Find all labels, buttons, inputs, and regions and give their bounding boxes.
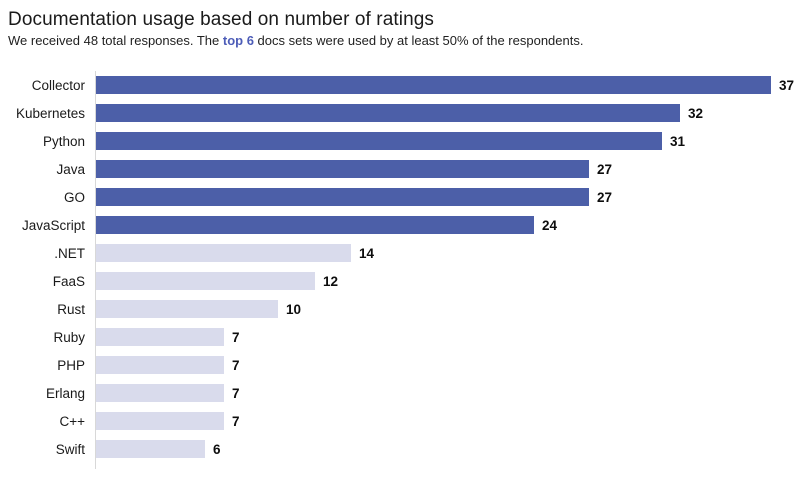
- category-label: Java: [56, 161, 85, 177]
- category-label: JavaScript: [21, 217, 85, 233]
- bar-row: Python 31: [0, 127, 803, 155]
- bar-row: Java 27: [0, 155, 803, 183]
- value-label: 7: [232, 357, 240, 373]
- bar-area: 31: [95, 127, 803, 155]
- category-label: C++: [59, 413, 85, 429]
- bar: [96, 328, 224, 346]
- bar: [96, 160, 589, 178]
- bar-area: 24: [95, 211, 803, 239]
- subtitle-prefix: We received 48 total responses. The: [8, 33, 223, 48]
- bar: [96, 132, 662, 150]
- chart-subtitle: We received 48 total responses. The top …: [8, 32, 803, 49]
- bar-row: C++ 7: [0, 407, 803, 435]
- category-label: Ruby: [53, 329, 85, 345]
- category-label: GO: [63, 189, 85, 205]
- value-label: 7: [232, 385, 240, 401]
- bar-area: 7: [95, 379, 803, 407]
- bar-area: 7: [95, 323, 803, 351]
- bar: [96, 412, 224, 430]
- bar-row: Kubernetes 32: [0, 99, 803, 127]
- bar-row: Rust 10: [0, 295, 803, 323]
- bar: [96, 272, 315, 290]
- bar-area: 7: [95, 351, 803, 379]
- bar-area: 10: [95, 295, 803, 323]
- bar: [96, 104, 680, 122]
- bar-area: 32: [95, 99, 803, 127]
- bar-area: 12: [95, 267, 803, 295]
- category-label: PHP: [57, 357, 85, 373]
- subtitle-suffix: docs sets were used by at least 50% of t…: [253, 33, 584, 48]
- bar: [96, 188, 589, 206]
- bar-area: 37: [95, 71, 803, 99]
- bar-row: .NET 14: [0, 239, 803, 267]
- value-label: 7: [232, 329, 240, 345]
- bar-row: GO 27: [0, 183, 803, 211]
- value-label: 6: [213, 441, 221, 457]
- bar-row: Ruby 7: [0, 323, 803, 351]
- category-label: Erlang: [45, 385, 85, 401]
- bar-row: Collector 37: [0, 71, 803, 99]
- value-label: 37: [779, 77, 795, 93]
- bar: [96, 244, 351, 262]
- bar-area: 27: [95, 183, 803, 211]
- subtitle-highlight: top 6: [222, 33, 254, 48]
- bar-row: JavaScript 24: [0, 211, 803, 239]
- category-label: Collector: [31, 77, 85, 93]
- bar: [96, 216, 534, 234]
- bar-rows: Collector 37 Kubernetes 32 Python 31 Jav…: [0, 71, 803, 463]
- value-label: 10: [286, 301, 302, 317]
- chart-header: Documentation usage based on number of r…: [0, 0, 803, 49]
- bar-area: 7: [95, 407, 803, 435]
- bar: [96, 300, 278, 318]
- value-label: 32: [688, 105, 704, 121]
- value-label: 31: [670, 133, 686, 149]
- bar: [96, 440, 205, 458]
- bar-row: PHP 7: [0, 351, 803, 379]
- chart-title: Documentation usage based on number of r…: [8, 9, 435, 30]
- bar: [96, 76, 771, 94]
- value-label: 14: [359, 245, 375, 261]
- bar-area: 27: [95, 155, 803, 183]
- bar-row: FaaS 12: [0, 267, 803, 295]
- category-label: Kubernetes: [15, 105, 85, 121]
- category-label: Python: [42, 133, 85, 149]
- category-label: .NET: [54, 245, 85, 261]
- category-label: Rust: [57, 301, 85, 317]
- category-label: Swift: [55, 441, 85, 457]
- bar-row: Erlang 7: [0, 379, 803, 407]
- value-label: 24: [542, 217, 558, 233]
- axis-line-tail: [95, 463, 97, 469]
- value-label: 12: [323, 273, 339, 289]
- bar-row: Swift 6: [0, 435, 803, 463]
- bar-chart: Collector 37 Kubernetes 32 Python 31 Jav…: [0, 71, 803, 469]
- bar-area: 6: [95, 435, 803, 463]
- value-label: 27: [597, 161, 613, 177]
- value-label: 27: [597, 189, 613, 205]
- category-label: FaaS: [52, 273, 85, 289]
- bar-area: 14: [95, 239, 803, 267]
- bar: [96, 356, 224, 374]
- value-label: 7: [232, 413, 240, 429]
- bar: [96, 384, 224, 402]
